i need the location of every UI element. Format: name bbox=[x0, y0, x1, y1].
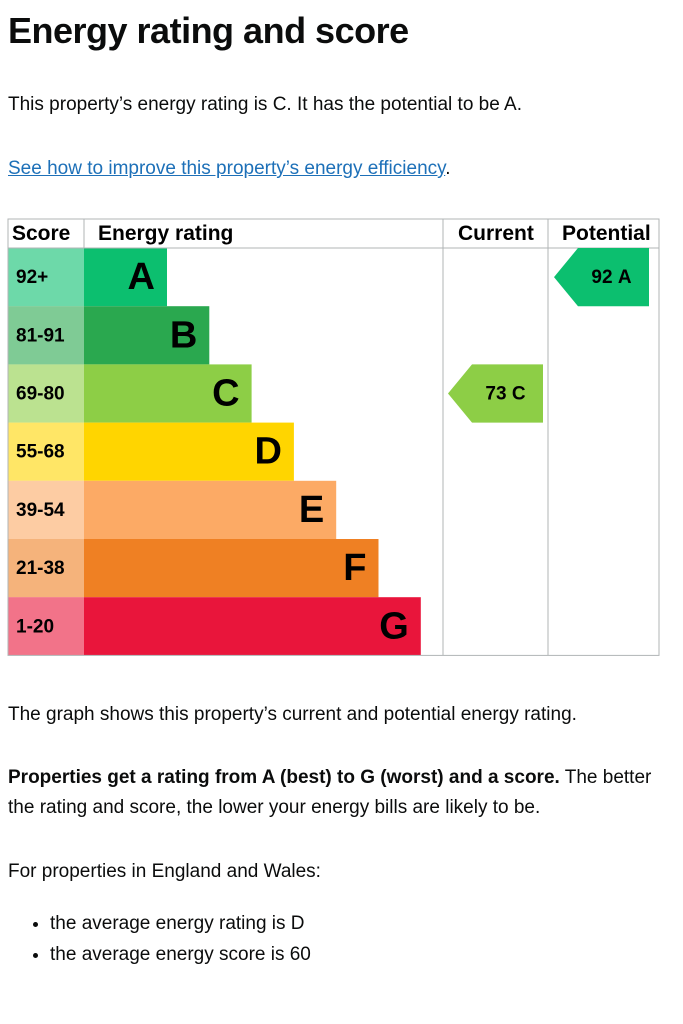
rating-letter: E bbox=[299, 489, 324, 531]
current-rating: C bbox=[512, 384, 526, 405]
averages-list: the average energy rating is D the avera… bbox=[8, 908, 311, 970]
rating-bar bbox=[84, 422, 294, 481]
potential-score: 92 bbox=[591, 267, 612, 288]
score-label: 1-20 bbox=[16, 616, 54, 637]
column-header: Energy rating bbox=[98, 222, 233, 245]
potential-label: 92 A bbox=[591, 267, 631, 288]
rating-letter: C bbox=[212, 373, 239, 415]
link-end: . bbox=[445, 158, 451, 179]
score-cell bbox=[8, 480, 84, 539]
score-cell bbox=[8, 597, 84, 656]
improve-link[interactable]: See how to improve this property’s energ… bbox=[8, 158, 446, 179]
score-label: 39-54 bbox=[16, 500, 65, 521]
column-header: Score bbox=[12, 222, 70, 245]
score-label: 21-38 bbox=[16, 558, 65, 579]
score-cell bbox=[8, 539, 84, 598]
current-score: 73 bbox=[485, 384, 506, 405]
column-header: Current bbox=[458, 222, 534, 245]
score-cell bbox=[8, 422, 84, 481]
rating-letter: G bbox=[379, 605, 409, 647]
rating-letter: B bbox=[170, 314, 197, 356]
current-label: 73 C bbox=[485, 384, 525, 405]
rating-bar bbox=[84, 480, 337, 539]
rating-info: Properties get a rating from A (best) to… bbox=[8, 763, 668, 823]
column-header: Potential bbox=[562, 222, 651, 245]
score-cell bbox=[8, 248, 84, 307]
rating-bar bbox=[84, 248, 167, 307]
potential-rating: A bbox=[618, 267, 632, 288]
potential-arrow bbox=[554, 248, 649, 307]
rating-bold: Properties get a rating from A (best) to… bbox=[8, 767, 560, 788]
region: For properties in England and Wales: bbox=[8, 861, 321, 882]
rating-letter: A bbox=[128, 256, 155, 298]
average-item: the average energy rating is D bbox=[50, 908, 311, 939]
rating-chart: 92+ A 81-91 B 69-80 C 55-68 D 39-54 E 21-38 F 1-20 G S… bbox=[7, 218, 660, 656]
intro: This property’s energy rating is C. It h… bbox=[8, 94, 522, 115]
link-line: See how to improve this property’s energ… bbox=[8, 154, 668, 184]
current-arrow bbox=[448, 364, 543, 423]
rating-letter: D bbox=[254, 431, 281, 473]
rating-rest: The better the rating and score, the low… bbox=[8, 767, 652, 818]
rating-bar bbox=[84, 539, 379, 598]
page-title: Energy rating and score bbox=[8, 10, 409, 51]
graph-note: The graph shows this property’s current … bbox=[8, 704, 577, 725]
rating-bar bbox=[84, 306, 210, 365]
score-label: 92+ bbox=[16, 267, 48, 288]
rating-letter: F bbox=[343, 547, 366, 589]
table-border bbox=[7, 218, 660, 656]
rating-bar bbox=[84, 597, 421, 656]
rating-bar bbox=[84, 364, 252, 423]
score-label: 81-91 bbox=[16, 325, 65, 346]
score-cell bbox=[8, 364, 84, 423]
score-cell bbox=[8, 306, 84, 365]
average-item: the average energy score is 60 bbox=[50, 939, 311, 970]
score-label: 69-80 bbox=[16, 384, 65, 405]
score-label: 55-68 bbox=[16, 442, 65, 463]
